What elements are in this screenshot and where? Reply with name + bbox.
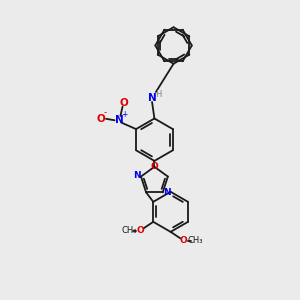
Text: O: O [96,114,105,124]
Text: H: H [155,90,161,99]
Text: +: + [122,110,128,119]
Text: CH₃: CH₃ [121,226,136,235]
Text: O: O [180,236,188,245]
Text: O: O [136,226,144,235]
Text: N: N [133,172,141,181]
Text: N: N [115,115,123,125]
Text: N: N [163,188,170,197]
Text: N: N [148,94,156,103]
Text: -: - [103,108,107,117]
Text: CH₃: CH₃ [187,236,203,245]
Text: O: O [119,98,128,108]
Text: O: O [151,162,158,171]
